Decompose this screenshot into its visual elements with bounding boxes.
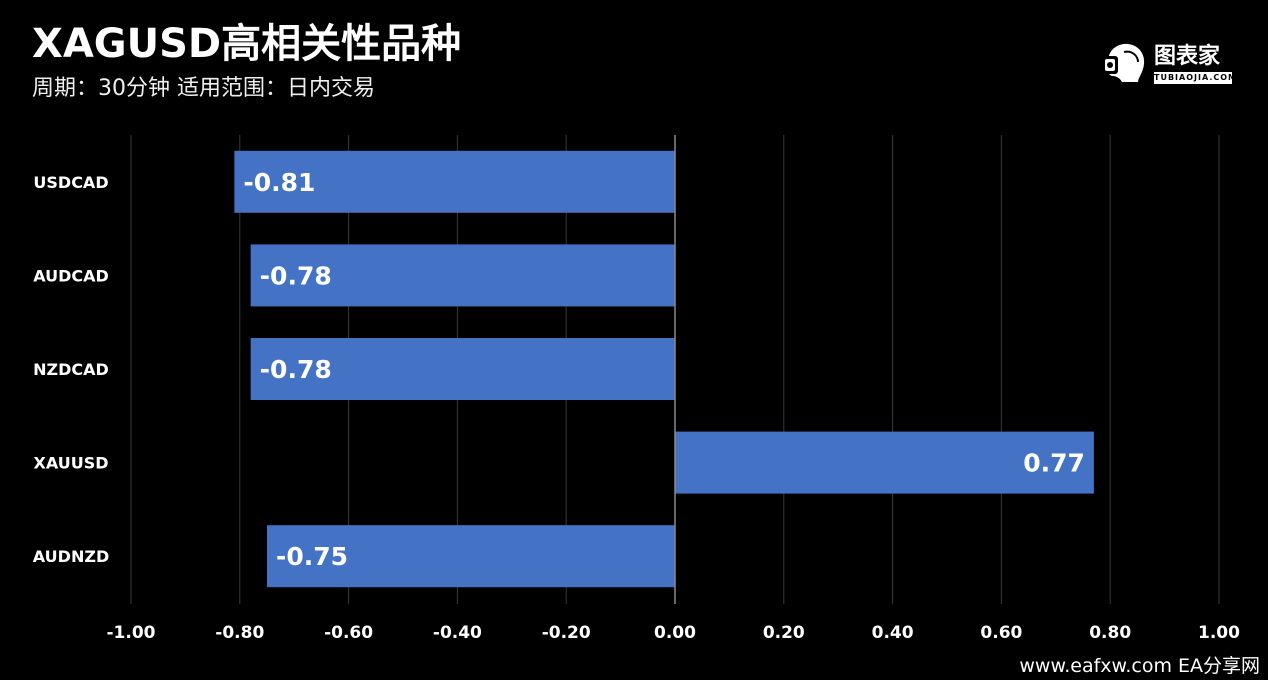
x-tick-label: 0.60 (980, 623, 1022, 643)
x-tick-label: 0.40 (872, 623, 914, 643)
axes: -1.00 -0.80 -0.60 -0.40 -0.20 0.00 0.20 0.40 0.6… (33, 135, 1240, 643)
bar-xauusd (675, 431, 1094, 494)
data-label: -0.81 (243, 168, 315, 197)
x-tick-label: 0.00 (654, 623, 696, 643)
x-tick-label: -1.00 (107, 623, 156, 643)
category-label: XAUUSD (33, 454, 108, 473)
bar-audcad (250, 244, 675, 307)
brand-name: 图表家 (1154, 44, 1221, 69)
x-tick-label: 0.20 (763, 623, 805, 643)
x-tick-label: 1.00 (1198, 623, 1240, 643)
page-title: XAGUSD高相关性品种 (32, 21, 462, 67)
watermark: www.eafxw.com EA分享网 (1019, 655, 1260, 677)
x-tick-label: -0.60 (324, 623, 373, 643)
category-label: AUDCAD (33, 266, 109, 285)
brand-logo: 图表家 TUBIAOJIA.COM (1098, 40, 1238, 86)
x-tick-label: 0.80 (1089, 623, 1131, 643)
data-label: 0.77 (1023, 449, 1085, 478)
bar-usdcad (234, 150, 676, 213)
category-label: NZDCAD (33, 360, 109, 379)
bar-audnzd (267, 525, 675, 588)
bar-nzdcad (250, 338, 675, 400)
x-tick-label: -0.80 (215, 623, 264, 643)
x-tick-label: -0.20 (542, 623, 591, 643)
category-label: AUDNZD (33, 547, 109, 566)
bars: -0.81 -0.78 -0.78 0.77 -0.75 (234, 150, 1094, 588)
robot-head-logo-icon (1102, 43, 1145, 82)
data-label: -0.78 (260, 261, 332, 290)
x-tick-label: -0.40 (433, 623, 482, 643)
brand-subtext: TUBIAOJIA.COM (1154, 72, 1237, 84)
data-label: -0.78 (260, 355, 332, 384)
data-label: -0.75 (276, 542, 348, 571)
category-label: USDCAD (33, 173, 108, 192)
page-subtitle: 周期：30分钟 适用范围：日内交易 (32, 76, 375, 101)
